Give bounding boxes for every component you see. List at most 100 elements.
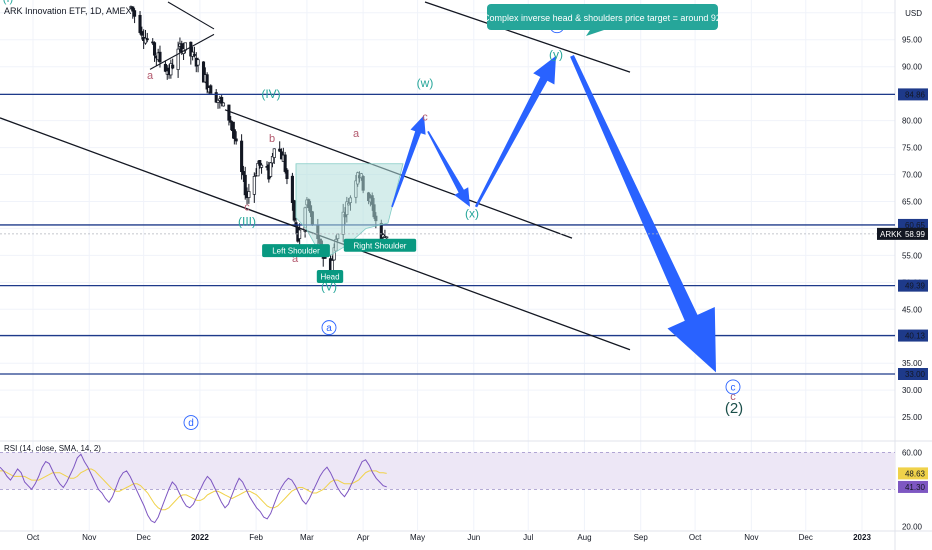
rsi-title: RSI (14, close, SMA, 14, 2) [4,444,101,453]
wave-label: a [147,70,154,82]
symbol-title: ARK Innovation ETF, 1D, AMEX [4,6,132,16]
candle-body [283,154,287,172]
pattern-label: Left Shoulder [272,247,320,256]
candle-body [270,156,274,164]
level-tag [898,368,928,380]
y-tick-label: 25.00 [902,413,923,422]
candle-body [298,229,302,239]
level-tag [898,279,928,292]
wave-label: a [292,253,299,265]
candle-body [285,169,289,180]
candle-body [163,63,167,72]
candle-body [278,148,282,152]
candle-body [220,97,224,104]
candle-body [169,63,173,76]
x-tick-label: Feb [249,533,263,542]
rsi-tick-label: 60.00 [902,448,923,457]
wave-label: c [731,382,736,393]
y-tick-label: 90.00 [902,63,923,72]
wave-label: (III) [238,215,256,229]
level-tag-label: 33.00 [905,370,926,379]
candle-body [272,148,276,158]
x-tick-label: Nov [744,533,758,542]
candle-body [140,31,144,36]
wave-circle [183,415,199,430]
candle-body [131,6,135,12]
candle-body [269,162,273,177]
wave-label: (x) [465,207,479,221]
pattern-label-box [343,238,417,252]
x-tick-label: Oct [689,533,702,542]
wedge-line [149,33,215,70]
y-tick-label: 30.00 [902,386,923,395]
level-tag-label: 60.65 [905,221,926,230]
x-tick-label: Jul [523,533,533,542]
callout-pointer [586,30,604,36]
wave-label: (y) [549,48,563,62]
candle-body [189,41,193,57]
pattern-label-box [316,270,344,284]
wave-label: (2) [725,400,743,417]
candle-body [201,61,206,83]
candle-body [221,102,226,107]
y-tick-label: 80.00 [902,117,923,126]
candle-body [240,140,244,173]
last-price-tag [877,227,928,240]
x-tick-label: Mar [300,533,314,542]
candle-body [133,10,137,17]
projection-arrow [427,131,470,207]
y-tick-label: 35.00 [902,359,923,368]
x-tick-label: Dec [137,533,151,542]
candle-body [227,104,231,121]
candle-body [152,42,157,56]
x-tick-label: Dec [799,533,813,542]
candle-body [192,54,196,56]
wave-circle [725,379,741,395]
x-tick-label: Sep [634,533,649,542]
candle-body [260,164,264,168]
projection-arrow [570,55,716,373]
candle-body [241,171,245,176]
pattern-label: Right Shoulder [354,241,407,250]
rsi-ma-tag [898,467,928,480]
candle-body [243,174,247,196]
last-price-value: 58.99 [905,230,926,239]
axes: 25.0030.0035.0040.0045.0050.0055.0060.00… [0,9,928,542]
wave-label: a [353,128,360,140]
rsi-band [0,452,895,490]
x-tick-label: 2022 [191,533,209,542]
wave-label: c [422,112,428,124]
x-tick-label: Oct [27,533,40,542]
wave-circle [321,320,337,336]
y-tick-label: 55.00 [902,251,923,260]
candle-body [171,64,175,69]
currency-label: USD [905,9,922,18]
last-price-symbol: ARKK [880,230,902,239]
y-tick-label: 70.00 [902,171,923,180]
candle-body [230,121,235,132]
rsi-tick-label: 20.00 [902,522,923,531]
x-tick-label: Apr [357,533,370,542]
pattern-label: Head [320,273,339,282]
candle-body [292,200,296,221]
candle-body [143,37,148,44]
x-tick-label: Aug [577,533,591,542]
wave-label: c [244,202,250,214]
candle-body [205,74,209,90]
projection-arrow [391,115,426,208]
rsi-ma-line [0,468,387,511]
projection-arrow [474,55,556,208]
overlay: (IV)(III)(V)(w)(x)(y)(I)(2)abbcaaccbacdL… [0,0,895,430]
candle-body [158,51,162,63]
level-tag-label: 40.13 [905,332,926,341]
candle-body [209,85,213,94]
level-tag-label: 84.86 [905,90,926,99]
rsi-line [0,453,387,524]
candle-body [252,176,256,195]
y-tick-label: 65.00 [902,197,923,206]
candle-body [145,38,149,41]
candle-body [229,120,233,123]
candle-body [176,48,180,70]
wave-label: c [730,391,736,403]
pattern-label-box [262,244,330,258]
